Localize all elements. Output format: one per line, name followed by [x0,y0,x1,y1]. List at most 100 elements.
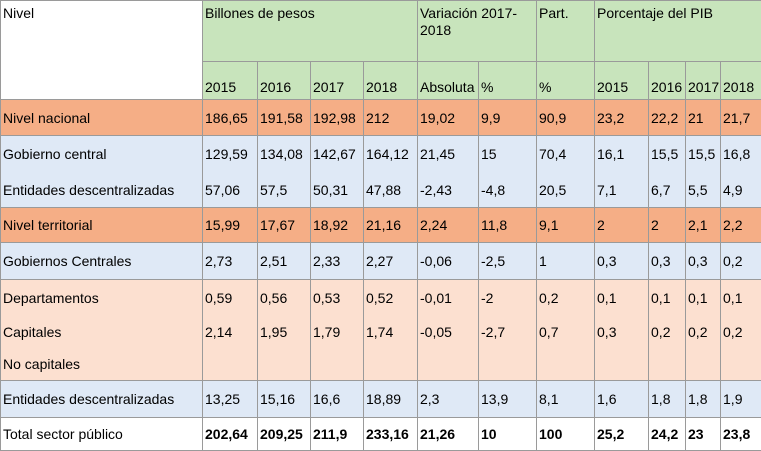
cell-value: 24,2 [649,418,686,451]
row-label: No capitales [1,348,203,381]
cell-value: -2,5 [479,243,537,280]
header-pib-year: 2016 [649,62,686,100]
cell-value: 13,9 [479,381,537,418]
cell-value: 2,27 [364,243,418,280]
cell-value: 192,98 [311,100,364,136]
cell-value: -4,8 [479,172,537,208]
header-row-bottom: 2015 2016 2017 2018 Absoluta % % 2015 20… [1,62,761,100]
header-pib-year: 2015 [595,62,649,100]
cell-value: 21,7 [721,100,761,136]
cell-value: 0,2 [537,280,595,317]
cell-value: 0,1 [686,280,721,317]
cell-value: 0,59 [203,280,258,317]
cell-value: 0,2 [721,243,761,280]
cell-value: 20,5 [537,172,595,208]
cell-value: 11,8 [479,208,537,243]
cell-value: -2,43 [418,172,479,208]
cell-value: 1,9 [721,381,761,418]
cell-value: 0,2 [649,316,686,348]
cell-value: 142,67 [311,136,364,173]
header-billones: Billones de pesos [203,1,418,62]
cell-value: 2,73 [203,243,258,280]
row-label: Departamentos [1,280,203,317]
cell-value: 15,16 [258,381,311,418]
cell-value: 1,8 [649,381,686,418]
cell-value: 2 [595,208,649,243]
header-variacion: Variación 2017-2018 [418,1,537,62]
cell-value: 0,53 [311,280,364,317]
cell-value: 0,3 [595,316,649,348]
header-absoluta: Absoluta [418,62,479,100]
header-year: 2016 [258,62,311,100]
cell-value: 21,16 [364,208,418,243]
cell-value: 4,9 [721,172,761,208]
cell-value [595,348,649,381]
cell-value: -0,05 [418,316,479,348]
cell-value: 50,31 [311,172,364,208]
cell-value: 1,8 [686,381,721,418]
cell-value: 0,1 [721,280,761,317]
cell-value: 0,52 [364,280,418,317]
cell-value [258,348,311,381]
cell-value: -2 [479,280,537,317]
cell-value: 2,33 [311,243,364,280]
header-row-top: Nivel Billones de pesos Variación 2017-2… [1,1,761,62]
cell-value: 1,74 [364,316,418,348]
cell-value: 2,51 [258,243,311,280]
cell-value: 0,7 [537,316,595,348]
cell-value: 212 [364,100,418,136]
cell-value: -0,06 [418,243,479,280]
header-pib-year: 2017 [686,62,721,100]
cell-value: 21,45 [418,136,479,173]
cell-value: 2,1 [686,208,721,243]
cell-value: 0,2 [686,316,721,348]
cell-value: 129,59 [203,136,258,173]
cell-value [649,348,686,381]
cell-value: 16,6 [311,381,364,418]
header-pct: % [479,62,537,100]
cell-value: 211,9 [311,418,364,451]
cell-value: 15,99 [203,208,258,243]
header-year: 2018 [364,62,418,100]
cell-value: 1,79 [311,316,364,348]
cell-value: 23,2 [595,100,649,136]
cell-value: 18,89 [364,381,418,418]
cell-value: 6,7 [649,172,686,208]
cell-value: 1 [537,243,595,280]
cell-value: 0,56 [258,280,311,317]
cell-value: 18,92 [311,208,364,243]
cell-value: 2,2 [721,208,761,243]
cell-value: 191,58 [258,100,311,136]
cell-value: 0,2 [721,316,761,348]
header-pib-year: 2018 [721,62,761,100]
cell-value: 22,2 [649,100,686,136]
cell-value [203,348,258,381]
cell-value: 0,1 [649,280,686,317]
cell-value: 21,26 [418,418,479,451]
cell-value: 2,3 [418,381,479,418]
cell-value: 164,12 [364,136,418,173]
cell-value: 100 [537,418,595,451]
header-part-pct: % [537,62,595,100]
cell-value: 2,24 [418,208,479,243]
row-label: Entidades descentralizadas [1,381,203,418]
cell-value: 23 [686,418,721,451]
cell-value: 25,2 [595,418,649,451]
cell-value: 186,65 [203,100,258,136]
cell-value: 0,1 [595,280,649,317]
cell-value: 70,4 [537,136,595,173]
header-year: 2015 [203,62,258,100]
cell-value: 23,8 [721,418,761,451]
table-row: No capitales [1,348,761,381]
row-label: Capitales [1,316,203,348]
header-pib: Porcentaje del PIB [595,1,761,62]
cell-value [364,348,418,381]
cell-value: 9,9 [479,100,537,136]
cell-value: 19,02 [418,100,479,136]
cell-value: 47,88 [364,172,418,208]
